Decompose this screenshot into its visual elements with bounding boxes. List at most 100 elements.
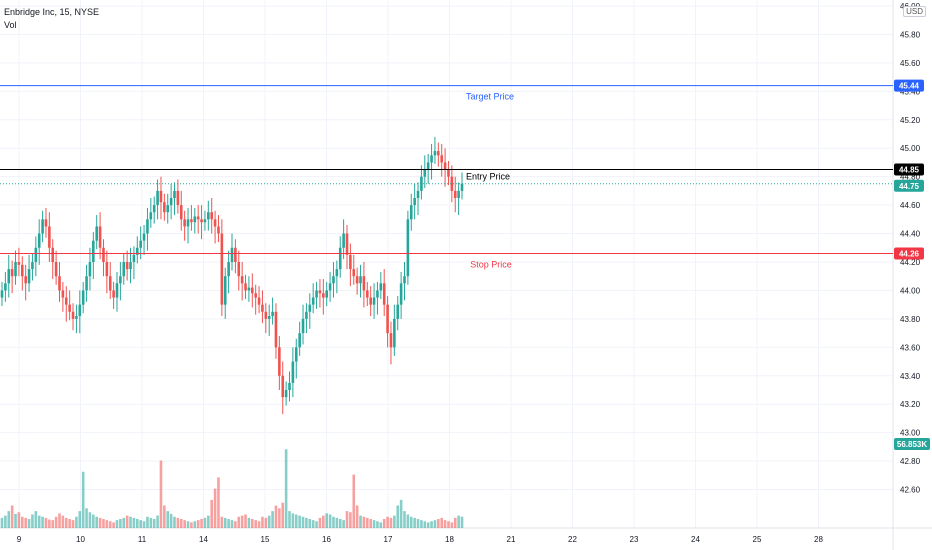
candle-body <box>108 276 112 291</box>
volume-bar <box>457 515 460 528</box>
candle-body <box>207 212 210 220</box>
candle-body <box>267 316 271 319</box>
volume-bar <box>264 517 268 528</box>
volume-bar <box>58 513 61 528</box>
volume-bar <box>413 517 416 528</box>
volume-bar <box>308 519 312 528</box>
candle-body <box>102 247 105 262</box>
candle-body <box>186 219 190 227</box>
volume-bar <box>271 511 274 528</box>
candle-body <box>234 247 237 262</box>
volume-bar <box>119 519 122 528</box>
volume-bar <box>230 520 234 528</box>
candle-body <box>48 226 51 248</box>
candle-body <box>41 219 44 234</box>
candle-body <box>406 219 410 277</box>
candle-body <box>322 293 325 298</box>
volume-bar <box>325 513 329 528</box>
candle-body <box>420 176 423 191</box>
candle-body <box>237 262 241 277</box>
entry-label: Entry Price <box>466 172 510 182</box>
candle-body <box>142 233 146 241</box>
candle-body <box>325 290 329 298</box>
candle-body <box>271 311 274 317</box>
candle-body <box>10 269 14 277</box>
volume-bar <box>48 519 51 528</box>
volume-bar <box>450 522 454 528</box>
volume-bar <box>294 514 298 528</box>
volume-bar <box>125 515 129 528</box>
x-tick-label: 18 <box>445 535 454 544</box>
volume-bar <box>27 519 31 528</box>
candle-body <box>278 347 281 376</box>
candle-body <box>169 198 173 206</box>
candle-body <box>95 226 99 241</box>
volume-bar <box>190 522 193 528</box>
currency-label[interactable]: USD <box>903 6 926 17</box>
volume-bar <box>139 520 142 528</box>
candle-body <box>98 226 102 248</box>
y-tick-label: 44.20 <box>900 258 921 267</box>
y-tick-label: 45.00 <box>900 144 921 153</box>
volume-bar <box>453 517 457 528</box>
candle-body <box>413 198 416 206</box>
candle-body <box>294 347 298 362</box>
candle-body <box>105 262 109 277</box>
volume-bar <box>186 521 190 528</box>
candle-body <box>132 254 136 262</box>
candle-body <box>146 219 149 234</box>
stop-label: Stop Price <box>470 259 512 269</box>
candle-body <box>129 262 132 270</box>
volume-bar <box>257 521 261 528</box>
last-price-badge-bg <box>894 179 924 192</box>
volume-bar <box>105 520 109 528</box>
volume-bar <box>240 515 244 528</box>
candle-body <box>423 169 427 177</box>
candle-body <box>27 269 31 284</box>
candle-body <box>386 304 389 334</box>
volume-bar <box>61 515 65 528</box>
stop-price-badge-bg <box>894 247 924 260</box>
volume-bar <box>112 522 115 528</box>
x-tick-label: 11 <box>138 535 147 544</box>
volume-bar <box>135 519 139 528</box>
volume-bar <box>372 520 376 528</box>
volume-bar <box>64 517 68 528</box>
volume-bar <box>443 520 447 528</box>
x-tick-label: 23 <box>630 535 639 544</box>
candle-body <box>365 290 369 298</box>
volume-bar <box>399 499 403 528</box>
volume-bar <box>4 515 7 528</box>
candle-body <box>85 276 88 291</box>
volume-bar <box>200 519 203 528</box>
volume-bar <box>152 519 156 528</box>
volume-bar <box>335 517 339 528</box>
volume-bar <box>149 517 153 528</box>
volume-bar <box>85 508 88 528</box>
volume-bar <box>146 516 149 528</box>
candle-body <box>433 151 437 156</box>
candle-body <box>308 304 312 312</box>
y-tick-label: 43.80 <box>900 315 921 324</box>
y-tick-label: 44.60 <box>900 201 921 210</box>
volume-bar <box>78 511 82 528</box>
candle-body <box>261 304 264 312</box>
symbol-title: Enbridge Inc, 15, NYSE <box>4 7 100 17</box>
candle-body <box>250 287 254 294</box>
candle-body <box>382 283 386 305</box>
candle-body <box>372 297 376 305</box>
candle-body <box>44 219 48 227</box>
volume-bar <box>129 516 132 528</box>
volume-bar <box>278 508 281 528</box>
volume-bar <box>203 517 207 528</box>
candle-body <box>223 276 227 305</box>
x-tick-label: 25 <box>753 535 762 544</box>
volume-bar <box>95 516 99 528</box>
candle-body <box>416 190 420 198</box>
volume-bar <box>301 516 305 528</box>
volume-badge-bg <box>894 438 930 450</box>
volume-bar <box>169 513 173 528</box>
